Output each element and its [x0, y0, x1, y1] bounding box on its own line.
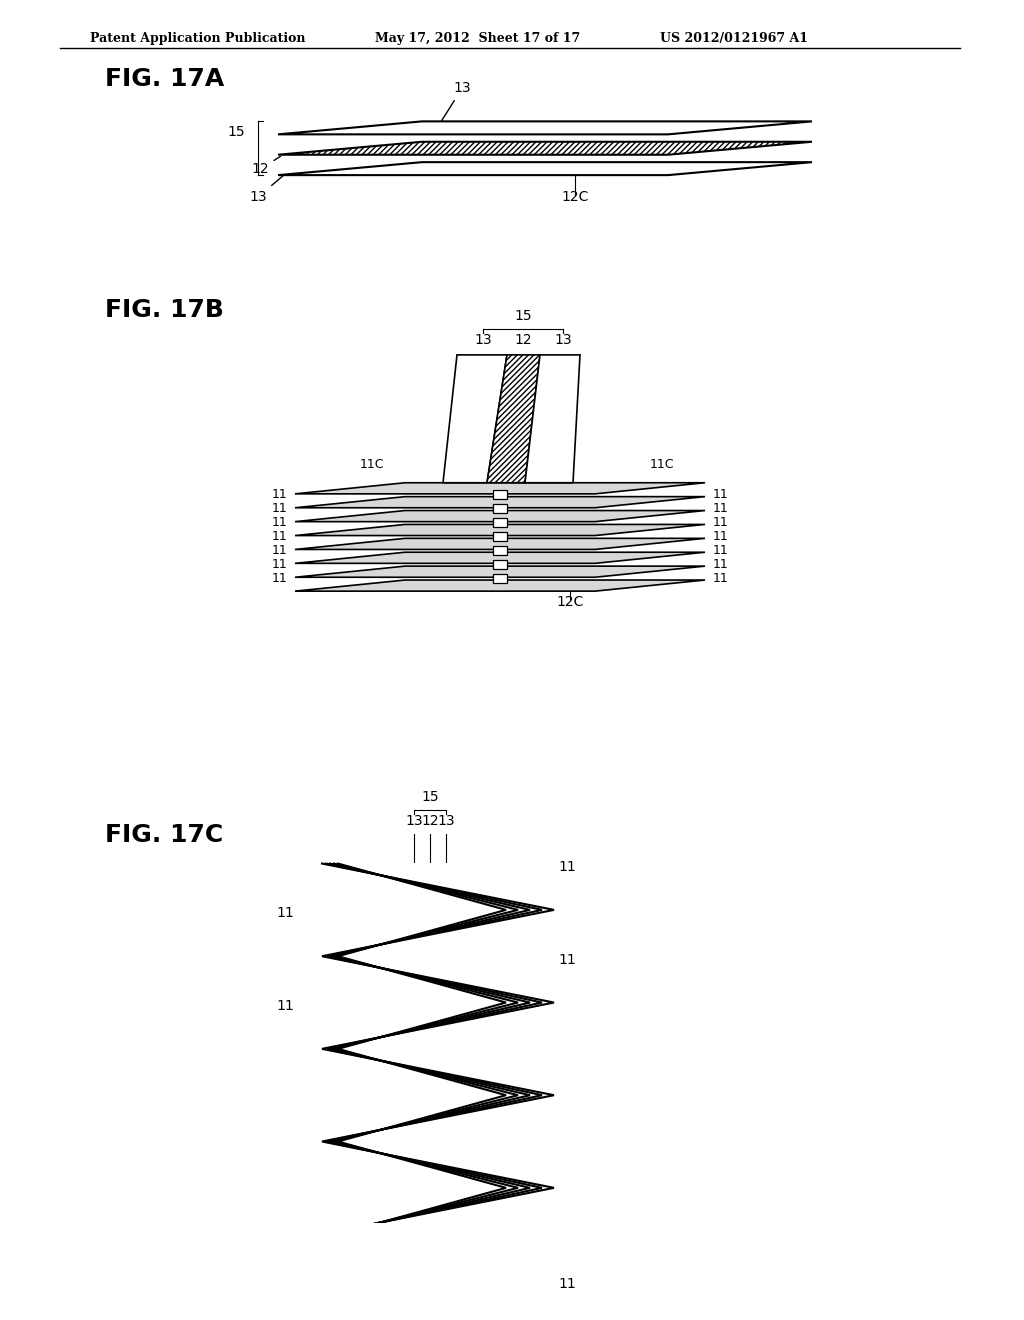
Text: 11: 11	[558, 859, 575, 874]
Polygon shape	[278, 162, 812, 176]
Polygon shape	[278, 141, 812, 154]
Text: 11: 11	[271, 529, 287, 543]
Text: 11C: 11C	[650, 458, 675, 471]
Text: May 17, 2012  Sheet 17 of 17: May 17, 2012 Sheet 17 of 17	[375, 33, 581, 45]
Bar	[493, 560, 507, 569]
Bar	[493, 545, 507, 554]
Text: 11: 11	[271, 488, 287, 502]
Polygon shape	[443, 355, 507, 483]
Text: 13: 13	[554, 333, 571, 347]
Polygon shape	[278, 121, 812, 135]
Text: 13: 13	[437, 813, 455, 828]
Polygon shape	[295, 496, 705, 508]
Text: 15: 15	[227, 125, 245, 139]
Text: Patent Application Publication: Patent Application Publication	[90, 33, 305, 45]
Text: 11C: 11C	[360, 458, 384, 471]
Text: 13: 13	[441, 82, 471, 121]
Text: 11: 11	[276, 999, 294, 1012]
Text: 15: 15	[514, 309, 531, 322]
Text: 11: 11	[271, 544, 287, 557]
Text: 13: 13	[406, 813, 423, 828]
Text: 11: 11	[558, 953, 575, 966]
Polygon shape	[525, 355, 580, 483]
Polygon shape	[487, 355, 540, 483]
Bar	[493, 490, 507, 499]
Text: 11: 11	[713, 488, 729, 502]
Text: 12: 12	[251, 156, 281, 177]
Bar	[493, 574, 507, 583]
Text: 11: 11	[713, 558, 729, 570]
Text: FIG. 17A: FIG. 17A	[105, 67, 224, 91]
Text: 15: 15	[421, 789, 439, 804]
Polygon shape	[295, 579, 705, 591]
Polygon shape	[295, 483, 705, 494]
Text: 11: 11	[713, 572, 729, 585]
Text: 11: 11	[276, 907, 294, 920]
Text: US 2012/0121967 A1: US 2012/0121967 A1	[660, 33, 808, 45]
Text: 11: 11	[713, 544, 729, 557]
Text: 12: 12	[421, 813, 439, 828]
Text: 11: 11	[713, 502, 729, 515]
Text: 11: 11	[271, 558, 287, 570]
Bar	[493, 532, 507, 541]
Polygon shape	[295, 524, 705, 536]
Polygon shape	[295, 539, 705, 549]
Text: 11: 11	[558, 1276, 575, 1291]
Text: 12: 12	[514, 333, 531, 347]
Bar	[493, 517, 507, 527]
Bar	[493, 504, 507, 513]
Text: FIG. 17B: FIG. 17B	[105, 298, 224, 322]
Text: 11: 11	[271, 516, 287, 529]
Text: 13: 13	[249, 176, 284, 205]
Polygon shape	[295, 566, 705, 577]
Text: 11: 11	[271, 502, 287, 515]
Text: 13: 13	[474, 333, 492, 347]
Text: 11: 11	[271, 572, 287, 585]
Text: 11: 11	[713, 529, 729, 543]
Polygon shape	[295, 552, 705, 564]
Text: 11: 11	[713, 516, 729, 529]
Text: 12C: 12C	[556, 595, 584, 609]
Text: FIG. 17C: FIG. 17C	[105, 822, 223, 847]
Polygon shape	[295, 511, 705, 521]
Text: 12C: 12C	[561, 190, 589, 205]
